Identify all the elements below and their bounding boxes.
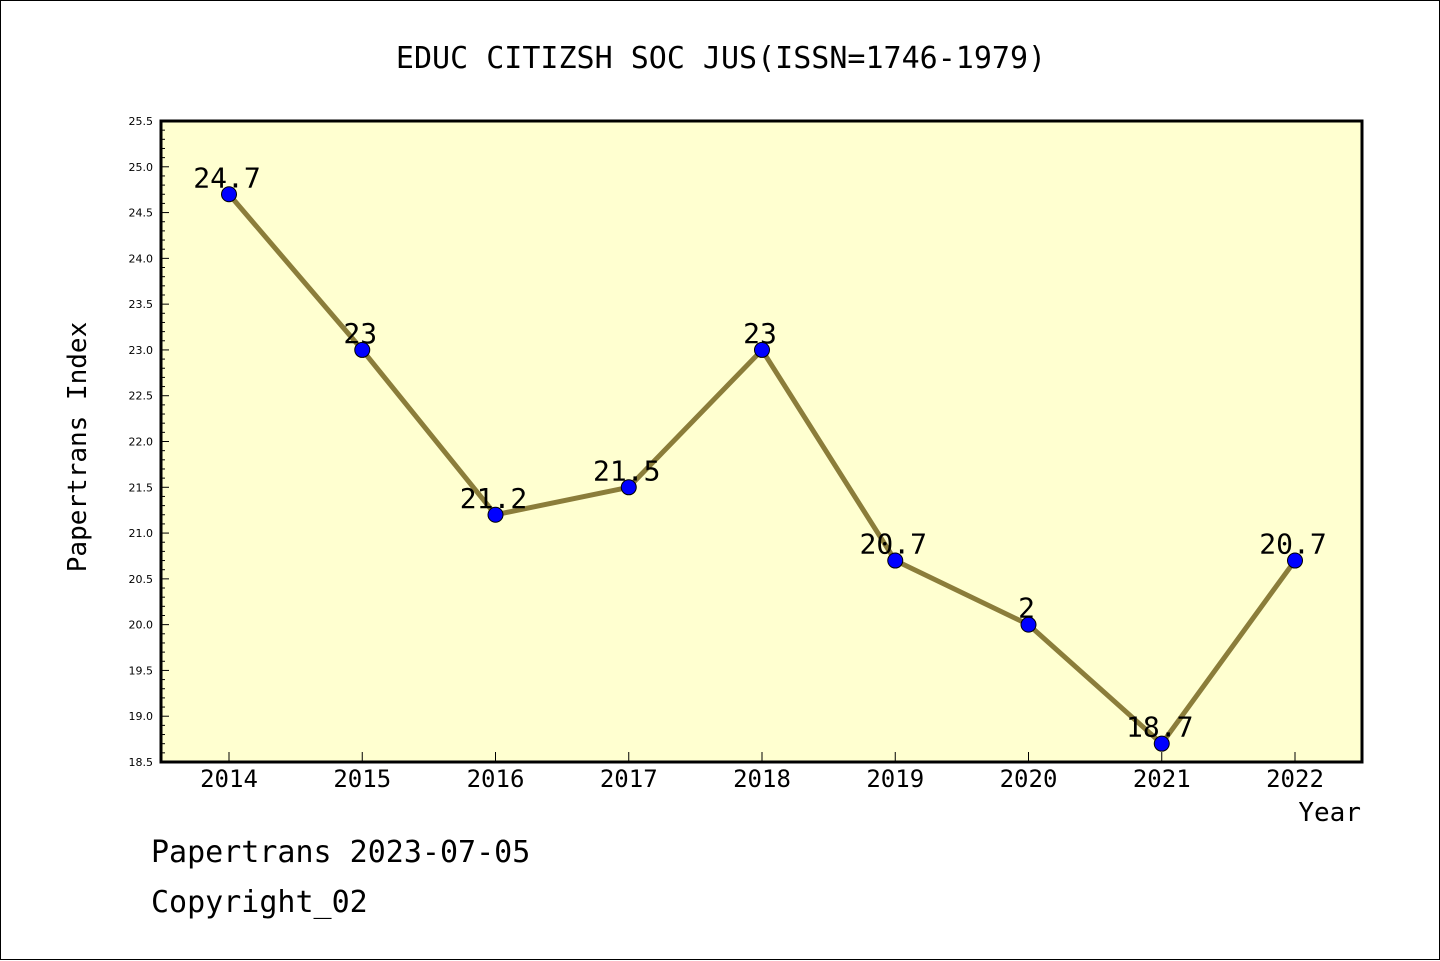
x-tick-label: 2019 (866, 765, 924, 793)
x-tick-label: 2020 (1000, 765, 1058, 793)
plot-area (159, 119, 1364, 764)
data-label: 2 (1018, 592, 1035, 625)
x-tick-label: 2018 (733, 765, 791, 793)
x-axis-ticks: 2014 2015 2016 2017 2018 2019 2020 2021 2022 (200, 752, 1324, 793)
x-axis-label: Year (1298, 798, 1361, 828)
footer-copyright: Copyright_02 (151, 885, 368, 920)
y-tick-label: 22.0 (129, 436, 154, 449)
chart-title: EDUC CITIZSH SOC JUS(ISSN=1746-1979) (396, 41, 1046, 76)
x-tick-label: 2014 (200, 765, 258, 793)
data-point (620, 479, 637, 496)
data-label: 21.2 (460, 482, 527, 515)
data-point (1153, 735, 1170, 752)
data-labels: 24.7 23 21.2 21.5 23 20.7 2 18.7 20.7 (193, 161, 1326, 743)
y-tick-label: 20.0 (129, 619, 154, 632)
data-label: 23 (743, 317, 777, 350)
y-tick-label: 18.5 (129, 756, 154, 769)
x-tick-label: 2022 (1266, 765, 1324, 793)
data-markers (221, 186, 1303, 752)
footer-date: Papertrans 2023-07-05 (151, 835, 531, 870)
y-tick-label: 21.5 (129, 481, 154, 494)
data-label: 20.7 (860, 528, 927, 561)
y-tick-label: 22.5 (129, 390, 154, 403)
y-tick-label: 24.0 (129, 252, 154, 265)
data-point (1287, 552, 1303, 569)
y-tick-label: 24.5 (129, 207, 154, 220)
data-point (1020, 616, 1037, 633)
data-label: 24.7 (193, 161, 260, 194)
y-tick-label: 19.5 (129, 664, 154, 677)
y-tick-label: 25.5 (129, 115, 154, 128)
data-point (221, 186, 237, 203)
data-label: 23 (343, 317, 377, 350)
x-tick-label: 2016 (467, 765, 525, 793)
y-axis-label: Papertrans Index (63, 322, 93, 572)
x-tick-label: 2021 (1133, 765, 1191, 793)
y-tick-label: 20.5 (129, 573, 154, 586)
data-point (354, 341, 371, 358)
y-tick-label: 21.0 (129, 527, 154, 540)
data-point (487, 506, 504, 523)
y-tick-label: 19.0 (129, 710, 154, 723)
y-tick-label: 23.0 (129, 344, 154, 357)
y-axis-ticks: 18.5 19.0 19.5 20.0 20.5 21.0 21.5 22.0 22.5 23.0… (129, 115, 169, 769)
x-tick-label: 2017 (600, 765, 658, 793)
data-label: 18.7 (1126, 711, 1193, 744)
y-tick-label: 25.0 (129, 161, 154, 174)
data-point (754, 341, 770, 358)
y-tick-label: 23.5 (129, 298, 154, 311)
x-tick-label: 2015 (333, 765, 391, 793)
data-point (887, 552, 904, 569)
data-label: 21.5 (593, 454, 660, 487)
data-label: 20.7 (1259, 528, 1326, 561)
